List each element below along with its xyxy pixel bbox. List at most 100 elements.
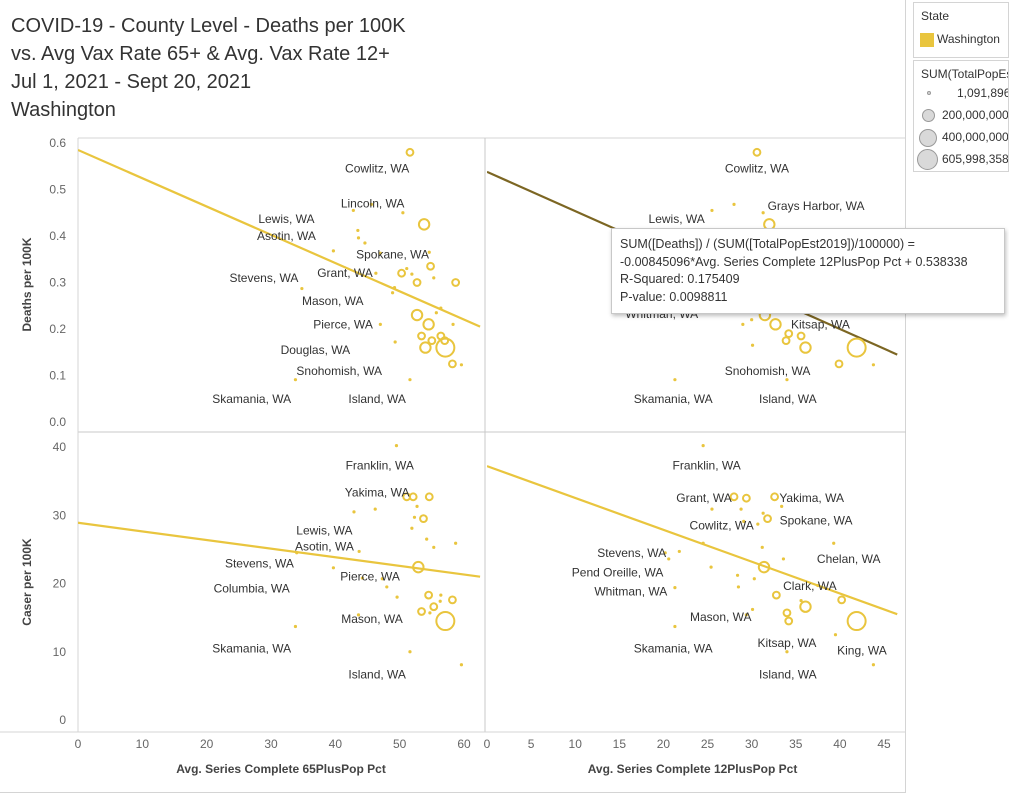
data-point	[410, 272, 414, 276]
data-point	[439, 593, 443, 597]
trend-line	[487, 465, 898, 616]
data-point	[757, 560, 771, 574]
point-label: Cowlitz, WA	[725, 162, 789, 176]
data-point	[415, 504, 419, 508]
data-point	[410, 308, 424, 322]
data-point	[425, 537, 429, 541]
data-point	[424, 590, 434, 600]
data-point	[378, 322, 382, 326]
data-point	[752, 147, 762, 157]
data-point	[331, 249, 336, 253]
point-label: Asotin, WA	[257, 229, 316, 243]
point-label: Stevens, WA	[229, 271, 298, 285]
data-point	[760, 545, 764, 549]
data-point	[752, 577, 756, 581]
data-point	[741, 493, 751, 503]
data-point	[405, 266, 409, 271]
data-point	[434, 311, 438, 315]
data-point	[677, 549, 681, 554]
data-point	[761, 511, 765, 515]
data-point	[832, 541, 836, 545]
point-label: Lewis, WA	[649, 212, 705, 226]
legend-size[interactable]: SUM(TotalPopEst2019) 1,091,896 200,000,0…	[913, 60, 1009, 172]
data-point	[427, 336, 437, 346]
legend-item-washington[interactable]: Washington	[914, 29, 1008, 51]
x-tick-label: 5	[528, 737, 535, 751]
data-point	[360, 576, 364, 580]
point-label: Columbia, WA	[214, 581, 290, 595]
data-point	[796, 331, 806, 341]
data-point	[402, 492, 412, 502]
data-point	[459, 663, 464, 667]
data-point	[710, 507, 714, 511]
scatter-matrix[interactable]: Cowlitz, WA Lincoln, WA Lewis, WA Asotin, W…	[0, 0, 906, 796]
data-point	[763, 514, 772, 524]
data-point	[419, 514, 428, 524]
data-point	[784, 329, 794, 339]
size-label: 605,998,358	[942, 152, 1009, 166]
data-point	[799, 600, 812, 613]
y-tick-label: 0.1	[49, 369, 66, 383]
data-point	[785, 378, 789, 382]
data-point	[769, 318, 782, 331]
data-point	[412, 560, 425, 574]
data-point	[410, 526, 414, 530]
x-tick-label: 30	[745, 737, 759, 751]
data-point	[732, 202, 736, 206]
point-label: Island, WA	[348, 667, 406, 681]
size-circle-icon	[917, 149, 938, 170]
data-point	[871, 663, 876, 667]
data-point	[438, 599, 442, 603]
point-label: Stevens, WA	[597, 546, 666, 560]
title-line-1: COVID-19 - County Level - Deaths per 100…	[11, 15, 406, 37]
y-tick-label: 0.5	[49, 183, 66, 197]
data-point	[673, 378, 677, 382]
data-point	[393, 340, 397, 344]
data-point	[742, 519, 746, 523]
data-point	[419, 341, 432, 354]
y-tick-label: 30	[53, 508, 67, 522]
x-tick-label: 20	[657, 737, 671, 751]
point-label: Island, WA	[759, 667, 817, 681]
point-label: Pierce, WA	[313, 317, 373, 331]
data-point	[417, 607, 426, 616]
size-circle-icon	[922, 109, 935, 122]
point-label: Yakima, WA	[779, 491, 844, 505]
x-tick-label: 50	[393, 737, 407, 751]
data-point	[799, 341, 812, 354]
point-label: Mason, WA	[302, 294, 364, 308]
data-point	[451, 322, 455, 326]
legend-item-label: Washington	[937, 32, 1000, 46]
data-point	[771, 590, 781, 600]
trend-tooltip: SUM([Deaths]) / (SUM([TotalPopEst2019])/…	[611, 228, 1005, 314]
data-point	[736, 585, 741, 589]
data-point	[667, 557, 671, 561]
data-point	[750, 343, 755, 347]
legend-state[interactable]: State Washington	[913, 2, 1009, 58]
tooltip-line-1: SUM([Deaths]) / (SUM([TotalPopEst2019])/…	[620, 237, 915, 251]
main-frame	[0, 0, 906, 793]
data-point	[673, 585, 677, 590]
point-label: Cowlitz, WA	[345, 162, 409, 176]
point-label: Clark, WA	[783, 579, 837, 593]
data-point	[448, 595, 457, 605]
x-tick-label: 35	[789, 737, 803, 751]
point-label: Chelan, WA	[817, 552, 881, 566]
x-tick-label: 10	[569, 737, 583, 751]
data-point	[427, 250, 431, 254]
x-tick-label: 40	[329, 737, 343, 751]
data-point	[295, 551, 299, 555]
tooltip-line-4: P-value: 0.0098811	[620, 289, 728, 304]
point-label: Spokane, WA	[356, 248, 429, 262]
data-point	[293, 378, 298, 382]
point-label: Mason, WA	[690, 610, 752, 624]
data-point	[417, 218, 431, 231]
data-point	[834, 359, 844, 369]
x-tick-label: 60	[457, 737, 471, 751]
data-point	[401, 211, 405, 215]
point-label: Asotin, WA	[295, 540, 354, 554]
y-tick-label: 0	[59, 713, 66, 727]
tooltip-line-3: R-Squared: 0.175409	[620, 272, 740, 286]
data-point	[833, 633, 838, 637]
data-point	[756, 522, 760, 526]
